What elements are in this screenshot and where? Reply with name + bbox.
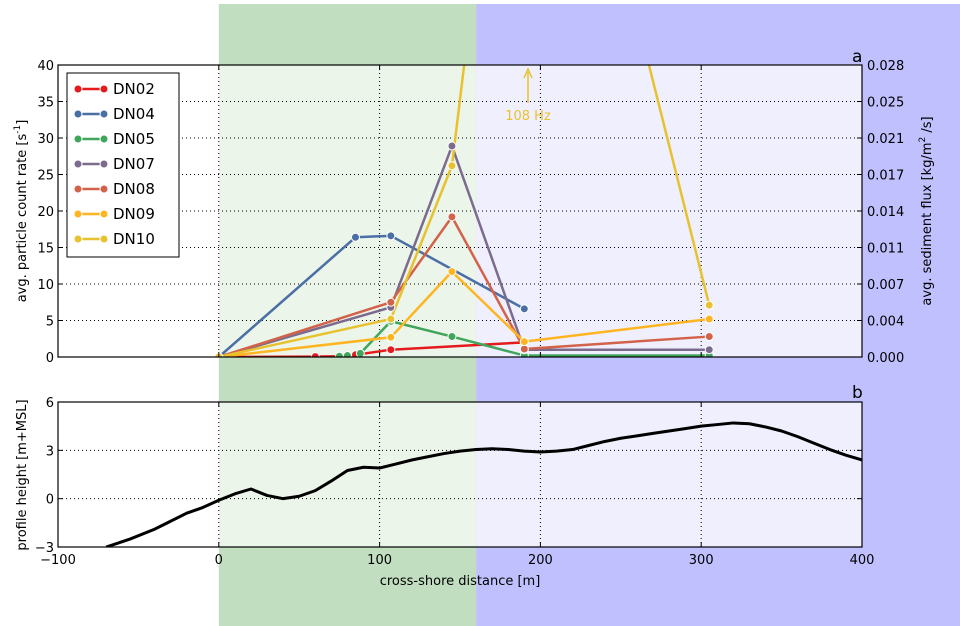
xtick-label-b: 400 (850, 553, 875, 568)
point-dn04 (350, 232, 360, 242)
point-dn07 (447, 141, 457, 151)
point-dn09 (704, 314, 714, 324)
legend-marker-dn09 (99, 209, 109, 219)
y-axis-label-a: avg. particle count rate [s-1] (13, 120, 30, 303)
point-dn05 (342, 351, 352, 357)
legend-label-dn02: DN02 (113, 80, 155, 98)
legend-marker-dn04 (99, 109, 109, 119)
point-dn05 (447, 332, 457, 342)
ytick-label-b: −3 (35, 541, 54, 556)
legend-marker-dn02 (99, 84, 109, 94)
legend: DN02 DN04 DN05 DN07 DN08 DN09 DN10 (66, 72, 180, 258)
legend-marker-dn07 (73, 159, 83, 169)
legend-marker-dn08 (73, 184, 83, 194)
legend-label-dn10: DN10 (113, 230, 155, 248)
ytick-label-a: 0 (46, 351, 54, 366)
point-dn08 (704, 332, 714, 342)
zone-fill-b-1 (476, 402, 862, 547)
legend-marker-dn08 (99, 184, 109, 194)
legend-marker-dn02 (73, 84, 83, 94)
xtick-label-b: 200 (528, 553, 553, 568)
ytick-label-a: 10 (37, 278, 54, 293)
legend-label-dn08: DN08 (113, 180, 155, 198)
legend-marker-dn07 (99, 159, 109, 169)
point-dn10 (447, 161, 457, 171)
xtick-label-b: 100 (367, 553, 392, 568)
point-dn08 (386, 297, 396, 307)
point-dn04 (519, 304, 529, 314)
legend-label-dn09: DN09 (113, 205, 155, 223)
panel-label-b: b (852, 383, 863, 403)
series-layer (105, 65, 862, 547)
point-dn04 (386, 231, 396, 241)
series-a (214, 65, 714, 357)
y2tick-label: 0.007 (867, 278, 904, 293)
zone-fill-a-0 (218, 65, 477, 357)
ytick-label-a: 25 (37, 169, 54, 184)
point-dn07 (704, 345, 714, 355)
point-dn09 (519, 337, 529, 347)
y2tick-label: 0.011 (867, 242, 904, 257)
point-dn10 (704, 300, 714, 310)
ytick-label-b: 3 (46, 444, 54, 459)
legend-marker-dn05 (73, 134, 83, 144)
y2tick-label: 0.025 (867, 96, 904, 111)
point-dn10 (386, 314, 396, 324)
legend-label-dn04: DN04 (113, 105, 155, 123)
axes-bg-b (58, 402, 219, 547)
ytick-label-a: 15 (37, 242, 54, 257)
xtick-label-b: −100 (40, 553, 76, 568)
legend-marker-dn05 (99, 134, 109, 144)
legend-marker-dn04 (73, 109, 83, 119)
ytick-label-b: 0 (46, 493, 54, 508)
ytick-label-a: 20 (37, 205, 54, 220)
legend-label-dn07: DN07 (113, 155, 155, 173)
x-axis-label: cross-shore distance [m] (380, 574, 541, 589)
ytick-label-b: 6 (46, 396, 54, 411)
ytick-label-a: 35 (37, 96, 54, 111)
legend-marker-dn10 (99, 234, 109, 244)
legend-marker-dn09 (73, 209, 83, 219)
point-dn09 (447, 267, 457, 277)
y2tick-label: 0.028 (867, 59, 904, 74)
legend-label-dn05: DN05 (113, 130, 155, 148)
zone-fill-b-0 (218, 402, 477, 547)
legend-marker-dn10 (73, 234, 83, 244)
y2tick-label: 0.017 (867, 169, 904, 184)
point-dn09 (386, 332, 396, 342)
ytick-label-a: 40 (37, 59, 54, 74)
xtick-label-b: 0 (215, 553, 223, 568)
ytick-label-a: 30 (37, 132, 54, 147)
axes: 05101520253035400.0000.0040.0070.0110.01… (35, 59, 904, 568)
y-axis-label-b: profile height [m+MSL] (15, 399, 30, 550)
point-dn05 (355, 348, 365, 357)
y2tick-label: 0.014 (867, 205, 904, 220)
point-dn02 (386, 345, 396, 355)
annotation-108hz: 108 Hz (505, 109, 551, 124)
y2tick-label: 0.021 (867, 132, 904, 147)
point-dn08 (447, 212, 457, 222)
series-b (105, 421, 862, 547)
y2tick-label: 0.004 (867, 315, 904, 330)
xtick-label-b: 300 (689, 553, 714, 568)
panel-label-a: a (852, 47, 862, 67)
y2tick-label: 0.000 (867, 351, 904, 366)
ytick-label-a: 5 (46, 315, 54, 330)
background-zones (58, 4, 960, 626)
annotation-arrowhead (523, 67, 533, 79)
axes-frame-b (57, 401, 863, 548)
y2-axis-label: avg. sediment flux [kg/m2 /s] (918, 116, 935, 305)
profile-line (105, 421, 862, 547)
series-line-dn04 (217, 234, 525, 357)
